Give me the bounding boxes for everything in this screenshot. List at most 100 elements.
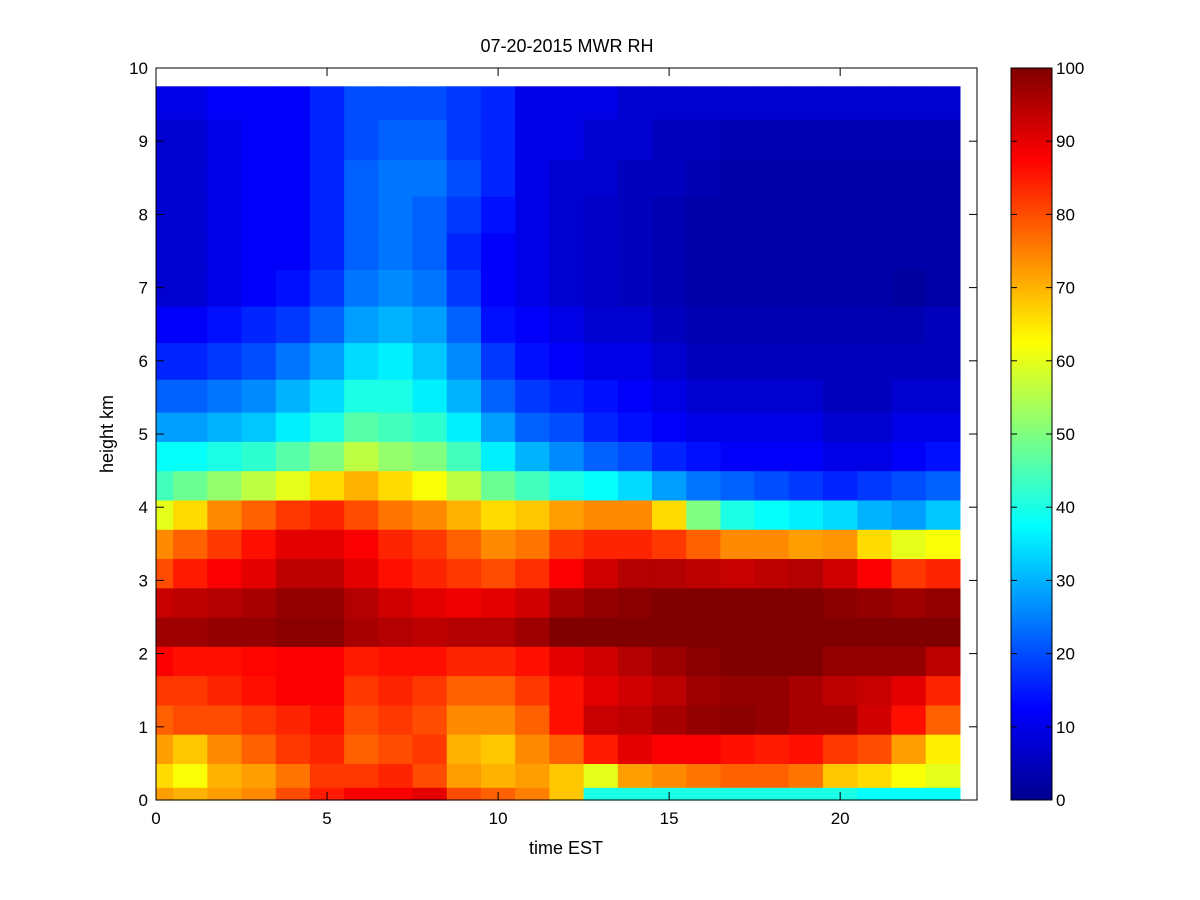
heatmap-cell: [515, 787, 550, 801]
heatmap-cell: [344, 675, 379, 706]
heatmap-cell: [617, 734, 653, 764]
heatmap-cell: [652, 379, 687, 413]
heatmap-cell: [617, 558, 653, 589]
heatmap-cell: [275, 734, 311, 764]
heatmap-cell: [344, 196, 379, 234]
heatmap-cell: [207, 342, 243, 380]
heatmap-cell: [583, 269, 619, 307]
heatmap-cell: [823, 379, 858, 413]
heatmap-cell: [275, 159, 311, 197]
heatmap-cell: [720, 675, 756, 706]
heatmap-cell: [549, 269, 585, 307]
heatmap-cell: [788, 196, 824, 234]
heatmap-cell: [207, 646, 243, 677]
heatmap-cell: [686, 763, 722, 788]
heatmap-cell: [241, 787, 277, 801]
heatmap-cell: [275, 763, 311, 788]
heatmap-cell: [378, 86, 414, 120]
heatmap-cell: [207, 470, 243, 501]
heatmap-cell: [480, 196, 516, 234]
heatmap-cell: [207, 86, 243, 120]
heatmap-cell: [207, 441, 243, 472]
heatmap-cell: [309, 232, 345, 270]
heatmap-cell: [344, 119, 379, 161]
heatmap-cell: [823, 470, 858, 501]
heatmap-cell: [823, 86, 858, 120]
heatmap-cell: [207, 558, 243, 589]
heatmap-cell: [549, 305, 585, 344]
heatmap-cell: [925, 646, 961, 677]
heatmap-cell: [207, 196, 243, 234]
heatmap-cell: [309, 379, 345, 413]
heatmap-cell: [515, 441, 550, 472]
heatmap-cell: [891, 646, 927, 677]
heatmap-cell: [344, 412, 379, 442]
heatmap-cell: [344, 617, 379, 647]
heatmap-cell: [241, 763, 277, 788]
heatmap-cell: [754, 587, 790, 618]
heatmap-cell: [241, 587, 277, 618]
heatmap-cell: [378, 232, 414, 270]
heatmap-cell: [549, 617, 585, 647]
heatmap-cell: [788, 558, 824, 589]
plot-area: 0 5 10 15 20 0 1 2 3 4 5 6 7 8 9 10: [129, 59, 978, 828]
heatmap-cell: [378, 734, 414, 764]
heatmap-cell: [156, 763, 174, 788]
heatmap-cell: [823, 763, 858, 788]
heatmap-cell: [275, 646, 311, 677]
heatmap-cell: [207, 763, 243, 788]
heatmap-cell: [241, 441, 277, 472]
colorbar: 0 10 20 30 40 50 60 70 80 90 100: [1010, 59, 1084, 810]
heatmap-cell: [549, 379, 585, 413]
heatmap-cell: [891, 379, 927, 413]
heatmap-cell: [891, 529, 927, 560]
heatmap-cell: [652, 412, 687, 442]
heatmap-cell: [446, 412, 482, 442]
heatmap-cell: [891, 441, 927, 472]
heatmap-cell: [156, 159, 174, 197]
heatmap-cell: [686, 119, 722, 161]
heatmap-cell: [515, 646, 550, 677]
heatmap-cell: [515, 763, 550, 788]
heatmap-cell: [891, 675, 927, 706]
heatmap-cell: [583, 646, 619, 677]
colorbar-tick-label: 30: [1056, 571, 1075, 590]
colorbar-tick-label: 20: [1056, 645, 1075, 664]
heatmap-cell: [549, 499, 585, 530]
x-axis-ticks: 0 5 10 15 20: [151, 68, 850, 828]
heatmap-cell: [309, 675, 345, 706]
heatmap-cell: [173, 704, 208, 735]
heatmap-cell: [617, 529, 653, 560]
heatmap-cell: [446, 646, 482, 677]
heatmap-cell: [925, 558, 961, 589]
heatmap-cell: [788, 305, 824, 344]
heatmap-cell: [446, 787, 482, 801]
heatmap-cell: [309, 412, 345, 442]
heatmap-cell: [891, 412, 927, 442]
heatmap-cell: [241, 470, 277, 501]
heatmap-cell: [788, 587, 824, 618]
heatmap-cell: [378, 196, 414, 234]
heatmap-cell: [652, 587, 687, 618]
heatmap-cell: [549, 763, 585, 788]
heatmap-cell: [275, 675, 311, 706]
heatmap-cell: [446, 441, 482, 472]
heatmap-cell: [720, 412, 756, 442]
heatmap-cell: [515, 379, 550, 413]
heatmap-cell: [275, 86, 311, 120]
heatmap-cell: [788, 232, 824, 270]
heatmap-cell: [344, 734, 379, 764]
heatmap-cell: [412, 704, 448, 735]
heatmap-cell: [446, 470, 482, 501]
heatmap-cell: [241, 734, 277, 764]
heatmap-cell: [652, 470, 687, 501]
heatmap-cell: [925, 232, 961, 270]
heatmap-cell: [617, 379, 653, 413]
heatmap-cell: [652, 646, 687, 677]
heatmap-cell: [480, 342, 516, 380]
heatmap-cell: [207, 587, 243, 618]
heatmap-cell: [207, 529, 243, 560]
heatmap-cell: [446, 305, 482, 344]
heatmap-cell: [823, 305, 858, 344]
heatmap-cell: [378, 342, 414, 380]
